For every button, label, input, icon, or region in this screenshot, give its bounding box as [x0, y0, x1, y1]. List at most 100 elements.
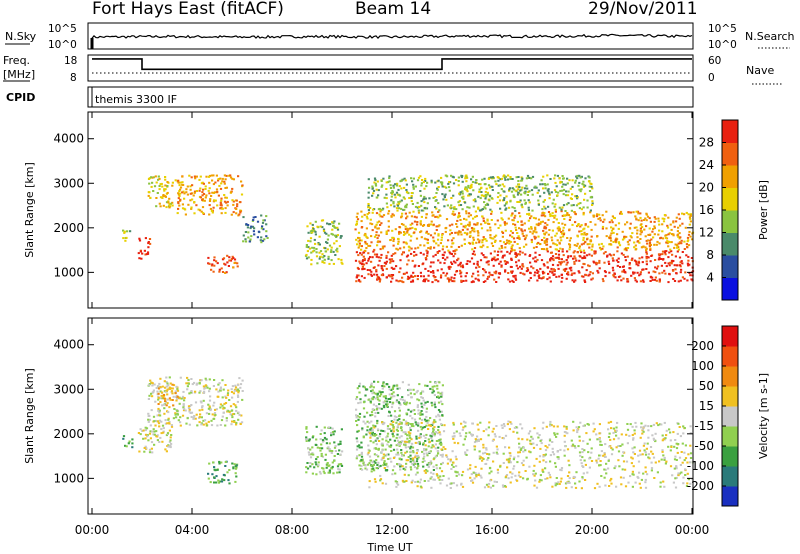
freq-panel-frame — [87, 54, 694, 82]
data-cell — [470, 186, 473, 189]
data-cell — [657, 233, 660, 236]
data-cell — [640, 246, 643, 249]
data-cell — [622, 460, 626, 463]
data-cell — [497, 179, 500, 182]
data-cell — [474, 465, 477, 468]
data-cell — [414, 275, 417, 278]
data-cell — [326, 242, 329, 244]
data-cell — [413, 220, 417, 223]
data-cell — [409, 460, 412, 463]
data-cell — [198, 391, 201, 394]
data-cell — [599, 443, 602, 446]
data-cell — [171, 383, 174, 386]
data-cell — [316, 446, 319, 449]
data-cell — [219, 424, 222, 426]
data-cell — [584, 224, 587, 227]
data-cell — [457, 201, 460, 204]
data-cell — [581, 257, 584, 260]
data-cell — [514, 274, 517, 277]
data-cell — [467, 186, 470, 189]
data-cell — [537, 235, 540, 238]
data-cell — [661, 253, 664, 256]
data-cell — [650, 425, 653, 428]
data-cell — [498, 435, 501, 438]
data-cell — [504, 246, 507, 249]
data-cell — [536, 432, 539, 435]
data-cell — [148, 394, 151, 397]
data-cell — [232, 266, 235, 269]
data-cell — [664, 462, 667, 465]
data-cell — [458, 473, 461, 476]
data-cell — [414, 454, 417, 457]
data-cell — [519, 423, 522, 426]
data-cell — [411, 479, 414, 482]
data-cell — [260, 241, 263, 244]
data-cell — [366, 217, 369, 220]
data-cell — [437, 439, 440, 442]
data-cell — [377, 208, 380, 211]
data-cell — [603, 270, 607, 273]
data-cell — [147, 246, 150, 249]
data-cell — [455, 465, 458, 468]
data-cell — [162, 430, 165, 433]
data-cell — [686, 461, 689, 464]
data-cell — [483, 269, 486, 272]
data-cell — [151, 391, 154, 394]
data-cell — [477, 438, 480, 441]
data-cell — [402, 196, 405, 199]
data-cell — [618, 244, 622, 247]
data-cell — [506, 466, 509, 469]
data-cell — [616, 246, 619, 249]
data-cell — [390, 444, 393, 447]
data-cell — [432, 469, 435, 471]
data-cell — [530, 226, 533, 228]
data-cell — [336, 453, 339, 455]
data-cell — [478, 457, 481, 460]
data-cell — [152, 389, 155, 392]
data-cell — [566, 182, 569, 185]
data-cell — [190, 404, 193, 406]
data-cell — [177, 419, 180, 422]
data-cell — [453, 277, 456, 280]
data-cell — [221, 379, 224, 382]
data-cell — [218, 270, 221, 273]
data-cell — [670, 228, 673, 231]
data-cell — [404, 468, 407, 471]
data-cell — [147, 194, 150, 197]
data-cell — [208, 200, 212, 202]
data-cell — [565, 263, 568, 266]
data-cell — [480, 223, 483, 226]
data-cell — [568, 471, 571, 474]
data-cell — [516, 431, 519, 434]
data-cell — [434, 420, 437, 423]
data-cell — [256, 220, 260, 223]
data-cell — [369, 207, 372, 209]
data-cell — [323, 255, 326, 257]
data-cell — [620, 483, 623, 486]
data-cell — [414, 441, 417, 444]
data-cell — [684, 468, 687, 471]
data-cell — [178, 397, 181, 400]
data-cell — [418, 434, 422, 437]
data-cell — [542, 200, 545, 203]
data-cell — [676, 230, 679, 233]
data-cell — [430, 401, 433, 404]
colorbar-segment — [722, 277, 738, 301]
data-cell — [144, 426, 147, 429]
data-cell — [306, 225, 309, 228]
data-cell — [183, 197, 186, 200]
data-cell — [576, 235, 579, 238]
data-cell — [217, 479, 220, 482]
data-cell — [564, 223, 567, 226]
data-cell — [429, 387, 432, 390]
data-cell — [493, 241, 497, 243]
data-cell — [410, 200, 413, 203]
data-cell — [396, 439, 399, 442]
data-cell — [355, 448, 359, 451]
data-cell — [358, 260, 361, 263]
data-cell — [619, 266, 622, 268]
data-cell — [625, 235, 628, 238]
data-cell — [333, 459, 336, 462]
data-cell — [462, 225, 465, 228]
data-cell — [689, 444, 692, 447]
